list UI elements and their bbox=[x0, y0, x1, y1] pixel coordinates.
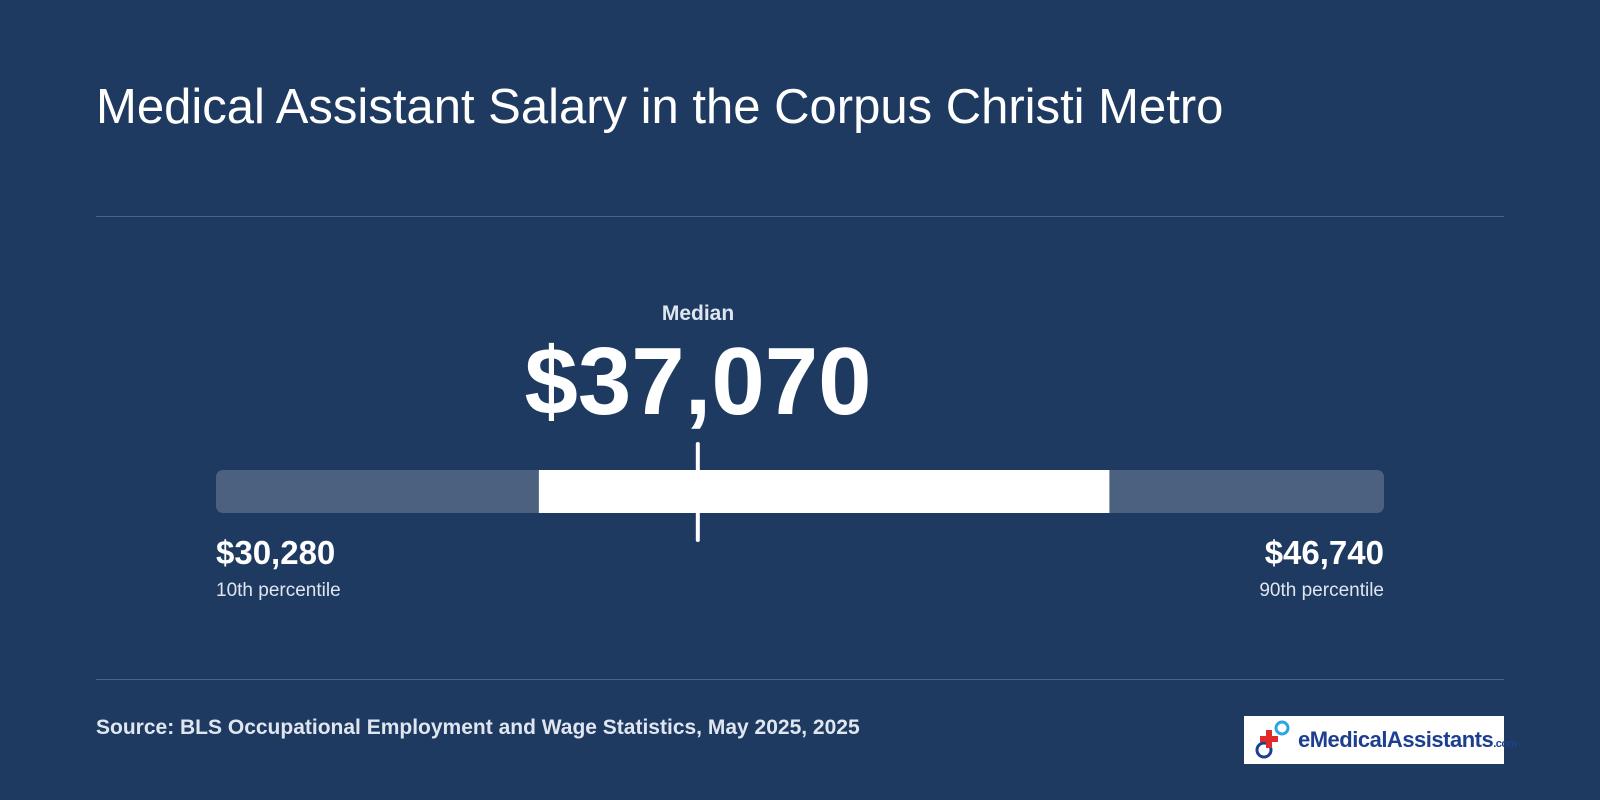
low-value: $30,280 bbox=[216, 534, 336, 571]
divider bbox=[96, 679, 1504, 680]
logo-icon bbox=[1255, 720, 1290, 759]
logo-suffix: .com bbox=[1493, 738, 1517, 750]
source: Source: BLS Occupational Employment and … bbox=[96, 716, 860, 739]
logo: eMedicalAssistants.com bbox=[1244, 716, 1517, 764]
median-value: $37,070 bbox=[524, 328, 872, 435]
high-value: $46,740 bbox=[1264, 534, 1384, 571]
median-label: Median bbox=[661, 302, 735, 325]
logo-name: eMedicalAssistants bbox=[1298, 727, 1494, 752]
high-label: 90th percentile bbox=[1259, 580, 1384, 601]
interquartile-box bbox=[538, 470, 1110, 513]
divider bbox=[96, 216, 1504, 217]
logo-text: eMedicalAssistants.com bbox=[1298, 727, 1517, 753]
chart-title: Medical Assistant Salary in the Corpus C… bbox=[96, 80, 1224, 134]
low-label: 10th percentile bbox=[216, 580, 341, 601]
